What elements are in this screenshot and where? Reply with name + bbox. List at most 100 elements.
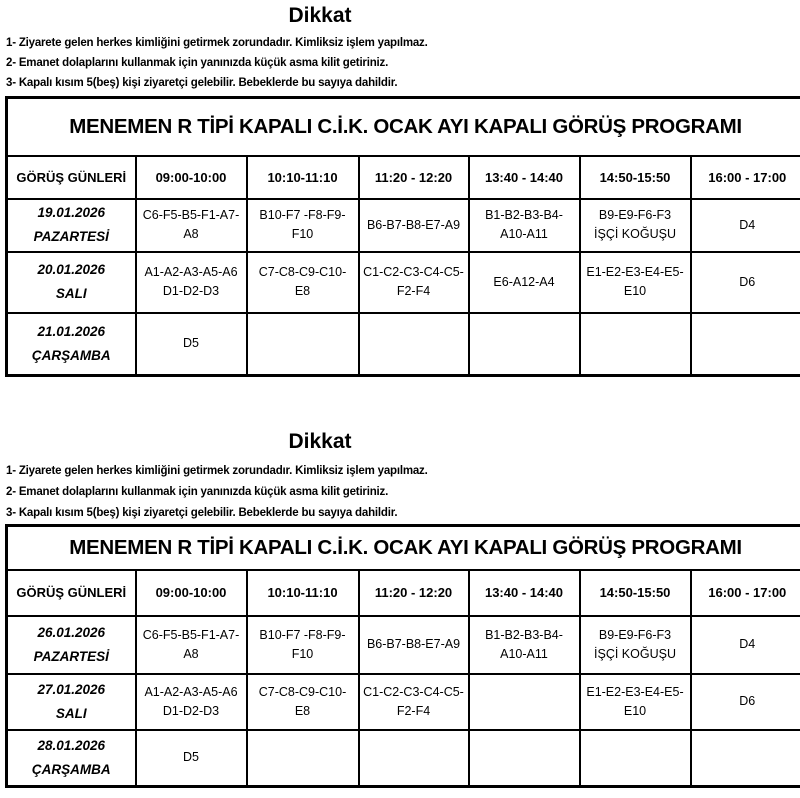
ward-list-line: E6-A12-A4 — [493, 274, 555, 289]
column-header: 16:00 - 17:00 — [689, 154, 800, 200]
ward-cell — [245, 311, 360, 377]
column-header: GÖRÜŞ GÜNLERİ — [5, 154, 137, 200]
ward-cell: D5 — [134, 311, 248, 377]
schedule-title: MENEMEN R TİPİ KAPALI C.İ.K. OCAK AYI KA… — [5, 524, 800, 571]
ward-cell: C1-C2-C3-C4-C5- F2-F4 — [357, 250, 470, 314]
ward-cell: C7-C8-C9-C10- E8 — [245, 672, 360, 731]
ward-list-line: C7-C8-C9-C10- — [258, 684, 347, 699]
column-header: 11:20 - 12:20 — [357, 568, 470, 617]
weekday: ÇARŞAMBA — [31, 347, 111, 363]
ward-list-line: F10 — [291, 227, 314, 241]
visit-date: 27.01.2026 — [37, 681, 106, 697]
ward-cell: C1-C2-C3-C4-C5- F2-F4 — [357, 672, 470, 731]
table-row: 20.01.2026 SALI A1-A2-A3-A5-A6 D1-D2-D3 C7-C… — [5, 250, 800, 314]
ward-list-line: D4 — [739, 637, 756, 651]
ward-list-line: A1-A2-A3-A5-A6 — [144, 265, 238, 279]
column-header: 13:40 - 14:40 — [467, 154, 581, 200]
ward-cell: B9-E9-F6-F3 İŞÇİ KOĞUŞU — [578, 197, 692, 253]
column-header: 14:50-15:50 — [578, 568, 692, 617]
header-row: GÖRÜŞ GÜNLERİ 09:00-10:00 10:10-11:10 11:20… — [5, 568, 800, 617]
ward-list-line: İŞÇİ KOĞUŞU — [594, 227, 676, 241]
ward-cell: C6-F5-B5-F1-A7- A8 — [134, 614, 248, 675]
column-header: GÖRÜŞ GÜNLERİ — [5, 568, 137, 617]
notice-line: 3- Kapalı kısım 5(beş) kişi ziyaretçi ge… — [6, 77, 398, 89]
ward-list-line: B10-F7 -F8-F9- — [259, 627, 346, 642]
ward-cell: E1-E2-E3-E4-E5- E10 — [578, 672, 692, 731]
ward-list-line: B6-B7-B8-E7-A9 — [366, 217, 461, 232]
ward-cell: A1-A2-A3-A5-A6 D1-D2-D3 — [134, 672, 248, 731]
ward-list-line: B1-B2-B3-B4- — [485, 627, 563, 642]
column-header: 13:40 - 14:40 — [467, 568, 581, 617]
ward-cell — [467, 728, 581, 788]
ward-cell: D5 — [134, 728, 248, 788]
ward-cell — [467, 311, 581, 377]
column-header: 10:10-11:10 — [245, 568, 360, 617]
column-header: 11:20 - 12:20 — [357, 154, 470, 200]
visit-day-cell: 27.01.2026 SALI — [5, 672, 137, 731]
ward-cell: E6-A12-A4 — [467, 250, 581, 314]
column-header: 14:50-15:50 — [578, 154, 692, 200]
visit-date: 26.01.2026 — [37, 624, 106, 640]
notice-line: 2- Emanet dolaplarını kullanmak için yan… — [6, 486, 389, 498]
column-header: 09:00-10:00 — [134, 154, 248, 200]
ward-list-line: D4 — [739, 217, 756, 232]
ward-list-line: C1-C2-C3-C4-C5- — [363, 684, 464, 699]
weekday: SALI — [55, 705, 87, 721]
attention-heading: Dikkat — [288, 430, 352, 453]
visit-schedule-table: MENEMEN R TİPİ KAPALI C.İ.K. OCAK AYI KA… — [5, 524, 800, 788]
ward-cell — [689, 728, 800, 788]
ward-cell: E1-E2-E3-E4-E5- E10 — [578, 250, 692, 314]
visit-day-cell: 26.01.2026 PAZARTESİ — [5, 614, 137, 675]
table-row: 28.01.2026 ÇARŞAMBA D5 — [5, 728, 800, 788]
ward-list-line: C7-C8-C9-C10- — [258, 265, 347, 279]
ward-list-line: E10 — [623, 284, 647, 298]
ward-list-line: E8 — [294, 703, 311, 718]
ward-cell: B9-E9-F6-F3 İŞÇİ KOĞUŞU — [578, 614, 692, 675]
ward-list-line: D6 — [739, 274, 756, 289]
weekday: PAZARTESİ — [33, 648, 109, 664]
ward-list-line: C1-C2-C3-C4-C5- — [363, 265, 464, 279]
ward-cell: A1-A2-A3-A5-A6 D1-D2-D3 — [134, 250, 248, 314]
ward-list-line: D6 — [739, 694, 756, 708]
visit-date: 21.01.2026 — [37, 323, 106, 339]
visit-date: 19.01.2026 — [37, 205, 106, 220]
visit-day-cell: 21.01.2026 ÇARŞAMBA — [5, 311, 137, 377]
ward-list-line: İŞÇİ KOĞUŞU — [594, 646, 676, 661]
ward-cell: D6 — [689, 672, 800, 731]
table-row: 27.01.2026 SALI A1-A2-A3-A5-A6 D1-D2-D3 C7-C… — [5, 672, 800, 731]
notice-line: 1- Ziyarete gelen herkes kimliğini getir… — [6, 465, 428, 477]
ward-list-line: A10-A11 — [500, 227, 548, 241]
ward-cell — [689, 311, 800, 377]
ward-cell: D6 — [689, 250, 800, 314]
ward-cell: C6-F5-B5-F1-A7- A8 — [134, 197, 248, 253]
ward-cell: D4 — [689, 614, 800, 675]
ward-list-line: A8 — [183, 227, 199, 241]
ward-list-line: B6-B7-B8-E7-A9 — [366, 637, 461, 651]
ward-list-line: F2-F4 — [396, 284, 431, 298]
ward-list-line: D1-D2-D3 — [162, 284, 220, 298]
notice-line: 2- Emanet dolaplarını kullanmak için yan… — [6, 57, 389, 69]
visit-day-cell: 20.01.2026 SALI — [5, 250, 137, 314]
ward-list-line: B1-B2-B3-B4- — [485, 208, 563, 222]
ward-list-line: E1-E2-E3-E4-E5- — [586, 265, 684, 279]
visit-day-cell: 28.01.2026 ÇARŞAMBA — [5, 728, 137, 788]
visit-date: 20.01.2026 — [37, 262, 106, 277]
ward-cell — [357, 728, 470, 788]
ward-list-line: C6-F5-B5-F1-A7- — [142, 627, 240, 642]
ward-cell: B10-F7 -F8-F9- F10 — [245, 197, 360, 253]
visit-day-cell: 19.01.2026 PAZARTESİ — [5, 197, 137, 253]
ward-list-line: B9-E9-F6-F3 — [598, 627, 672, 642]
weekday: ÇARŞAMBA — [31, 761, 111, 777]
table-row: 19.01.2026 PAZARTESİ C6-F5-B5-F1-A7- A8 B10-… — [5, 197, 800, 253]
visit-schedule-table: MENEMEN R TİPİ KAPALI C.İ.K. OCAK AYI KA… — [5, 96, 800, 377]
ward-list-line: A1-A2-A3-A5-A6 — [144, 684, 238, 699]
ward-cell — [578, 728, 692, 788]
schedule-title: MENEMEN R TİPİ KAPALI C.İ.K. OCAK AYI KA… — [5, 96, 800, 157]
weekday: PAZARTESİ — [33, 229, 109, 244]
ward-cell — [467, 672, 581, 731]
table-row: 26.01.2026 PAZARTESİ C6-F5-B5-F1-A7- A8 B10-… — [5, 614, 800, 675]
ward-cell — [578, 311, 692, 377]
ward-list-line: B9-E9-F6-F3 — [598, 208, 672, 222]
ward-list-line: A8 — [183, 646, 199, 661]
ward-cell: B1-B2-B3-B4- A10-A11 — [467, 614, 581, 675]
